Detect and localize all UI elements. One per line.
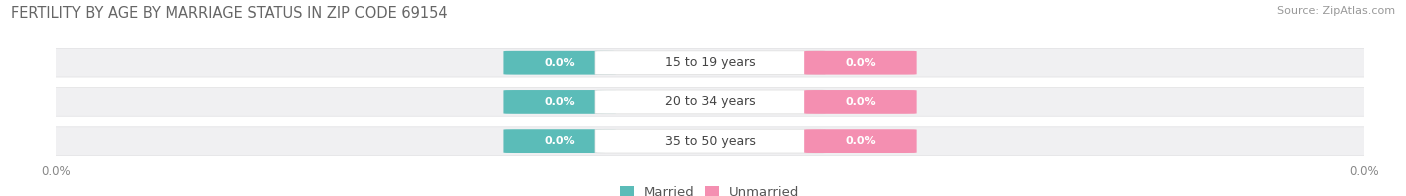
Text: 0.0%: 0.0%: [544, 58, 575, 68]
Text: 0.0%: 0.0%: [845, 58, 876, 68]
FancyBboxPatch shape: [595, 90, 825, 114]
FancyBboxPatch shape: [503, 129, 616, 153]
FancyBboxPatch shape: [804, 51, 917, 75]
Text: 0.0%: 0.0%: [845, 97, 876, 107]
Text: 20 to 34 years: 20 to 34 years: [665, 95, 755, 108]
Text: 15 to 19 years: 15 to 19 years: [665, 56, 755, 69]
Text: Source: ZipAtlas.com: Source: ZipAtlas.com: [1277, 6, 1395, 16]
FancyBboxPatch shape: [595, 51, 825, 75]
FancyBboxPatch shape: [804, 129, 917, 153]
Legend: Married, Unmarried: Married, Unmarried: [620, 186, 800, 196]
FancyBboxPatch shape: [49, 127, 1371, 155]
Text: 0.0%: 0.0%: [845, 136, 876, 146]
FancyBboxPatch shape: [503, 51, 616, 75]
FancyBboxPatch shape: [595, 129, 825, 153]
FancyBboxPatch shape: [804, 90, 917, 114]
Text: FERTILITY BY AGE BY MARRIAGE STATUS IN ZIP CODE 69154: FERTILITY BY AGE BY MARRIAGE STATUS IN Z…: [11, 6, 449, 21]
FancyBboxPatch shape: [503, 90, 616, 114]
Text: 0.0%: 0.0%: [544, 97, 575, 107]
Text: 35 to 50 years: 35 to 50 years: [665, 135, 755, 148]
FancyBboxPatch shape: [49, 48, 1371, 77]
Text: 0.0%: 0.0%: [544, 136, 575, 146]
FancyBboxPatch shape: [49, 88, 1371, 116]
